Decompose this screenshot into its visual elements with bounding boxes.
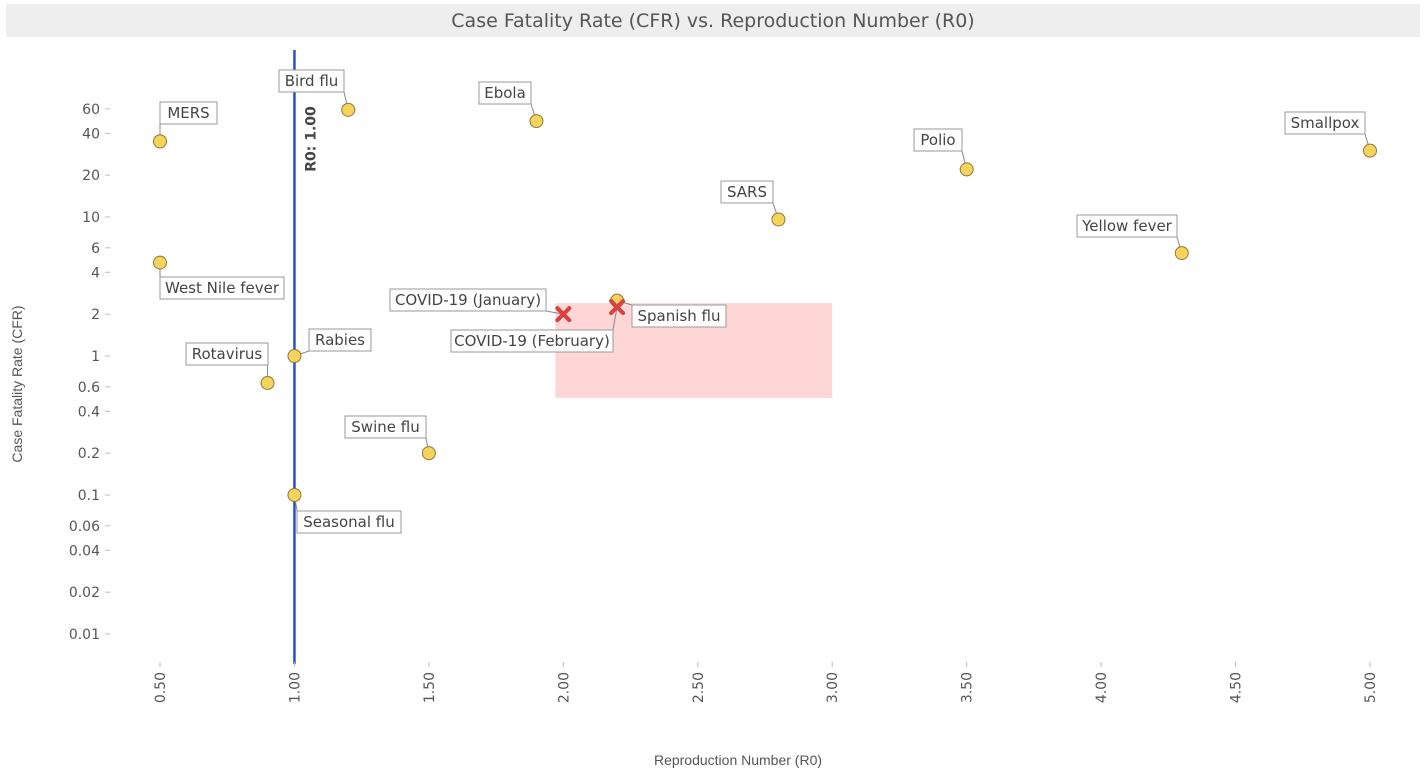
- data-point[interactable]: [959, 162, 974, 177]
- data-point[interactable]: [771, 212, 786, 227]
- y-axis-title: Case Fatality Rate (CFR): [9, 305, 25, 462]
- y-tick-label: 6: [91, 241, 100, 257]
- y-tick-label: 0.4: [78, 404, 100, 420]
- x-tick-label: 1.00: [287, 672, 303, 703]
- x-tick-label: 1.50: [422, 672, 438, 703]
- reference-line-label: R0: 1.00: [303, 106, 319, 172]
- x-tick-label: 4.00: [1094, 672, 1110, 703]
- data-point[interactable]: [529, 114, 544, 129]
- y-tick-label: 1: [91, 349, 100, 365]
- covid-cross-marker[interactable]: [555, 306, 572, 323]
- callout-connector: [612, 306, 618, 331]
- covid-cross-marker[interactable]: [609, 299, 626, 316]
- callout-box: [389, 288, 547, 312]
- y-tick-label: 20: [82, 168, 100, 184]
- data-point[interactable]: [287, 488, 302, 502]
- point-label: Polio: [920, 131, 955, 149]
- x-tick-label: 2.50: [691, 672, 707, 703]
- chart-title-bar: Case Fatality Rate (CFR) vs. Reproductio…: [6, 4, 1420, 37]
- y-tick-label: 0.2: [78, 446, 100, 462]
- data-point[interactable]: [287, 349, 302, 363]
- data-point[interactable]: [341, 102, 356, 117]
- callout-box: [478, 81, 532, 105]
- callout-box: [1284, 111, 1366, 135]
- data-point[interactable]: [1174, 246, 1189, 261]
- callout-box: [913, 128, 963, 152]
- y-tick-label: 40: [82, 126, 100, 142]
- point-label: COVID-19 (February): [454, 332, 610, 350]
- data-point[interactable]: [153, 255, 167, 270]
- point-label: Smallpox: [1291, 114, 1360, 132]
- x-tick-label: 5.00: [1363, 672, 1379, 703]
- callout-box: [278, 69, 345, 93]
- callout-box: [450, 329, 614, 353]
- point-label: Yellow fever: [1081, 217, 1173, 235]
- point-label: Rabies: [315, 331, 365, 349]
- y-tick-label: 10: [82, 210, 100, 226]
- chart-title: Case Fatality Rate (CFR) vs. Reproductio…: [451, 9, 975, 32]
- y-axis: 60 40 20 10 6 4 2 1 0.6 0.4 0.2 0.1 0.06 0.04 0.02 0.01: [69, 102, 110, 643]
- data-point[interactable]: [260, 375, 275, 390]
- point-label: Rotavirus: [192, 345, 263, 363]
- y-tick-label: 0.02: [69, 585, 100, 601]
- x-tick-label: 0.50: [153, 672, 169, 703]
- callout-box: [344, 415, 427, 439]
- point-label: Ebola: [484, 84, 526, 102]
- data-point[interactable]: [1363, 143, 1377, 158]
- y-tick-label: 0.01: [69, 627, 100, 643]
- x-tick-label: 4.50: [1229, 672, 1245, 703]
- callout-box: [159, 101, 218, 125]
- point-label: Swine flu: [351, 418, 419, 436]
- x-axis: 0.50 1.00 1.50 2.00 2.50 3.00 3.50 4.00 4.50 5.00: [153, 662, 1379, 703]
- callout-box: [720, 180, 774, 204]
- y-tick-label: 0.06: [69, 519, 100, 535]
- point-label: West Nile fever: [165, 279, 280, 297]
- x-tick-label: 3.00: [825, 672, 841, 703]
- callout-box: [185, 342, 269, 366]
- y-tick-label: 0.6: [78, 380, 100, 396]
- point-label: MERS: [167, 104, 209, 122]
- point-label: Bird flu: [285, 72, 339, 90]
- x-tick-label: 2.00: [556, 672, 572, 703]
- point-label: COVID-19 (January): [395, 291, 541, 309]
- callout-box: [308, 328, 372, 352]
- callout-box: [1076, 214, 1178, 238]
- point-layer: [153, 102, 1377, 502]
- x-axis-title: Reproduction Number (R0): [654, 752, 822, 768]
- point-label: Spanish flu: [638, 307, 721, 325]
- callout-box: [159, 276, 285, 300]
- y-tick-label: 4: [91, 265, 100, 281]
- y-tick-label: 0.04: [69, 543, 100, 559]
- callout-box: [631, 304, 727, 328]
- data-point[interactable]: [421, 446, 436, 461]
- point-label: SARS: [727, 183, 767, 201]
- y-tick-label: 2: [91, 307, 100, 323]
- callout-layer: MERS West Nile fever Bird flu Ebola Rabies Ro…: [159, 69, 1371, 534]
- point-label: Seasonal flu: [303, 513, 395, 531]
- callout-box: [296, 510, 402, 534]
- y-tick-label: 60: [82, 102, 100, 118]
- y-tick-label: 0.1: [78, 488, 100, 504]
- data-point[interactable]: [153, 134, 167, 149]
- x-tick-label: 3.50: [960, 672, 976, 703]
